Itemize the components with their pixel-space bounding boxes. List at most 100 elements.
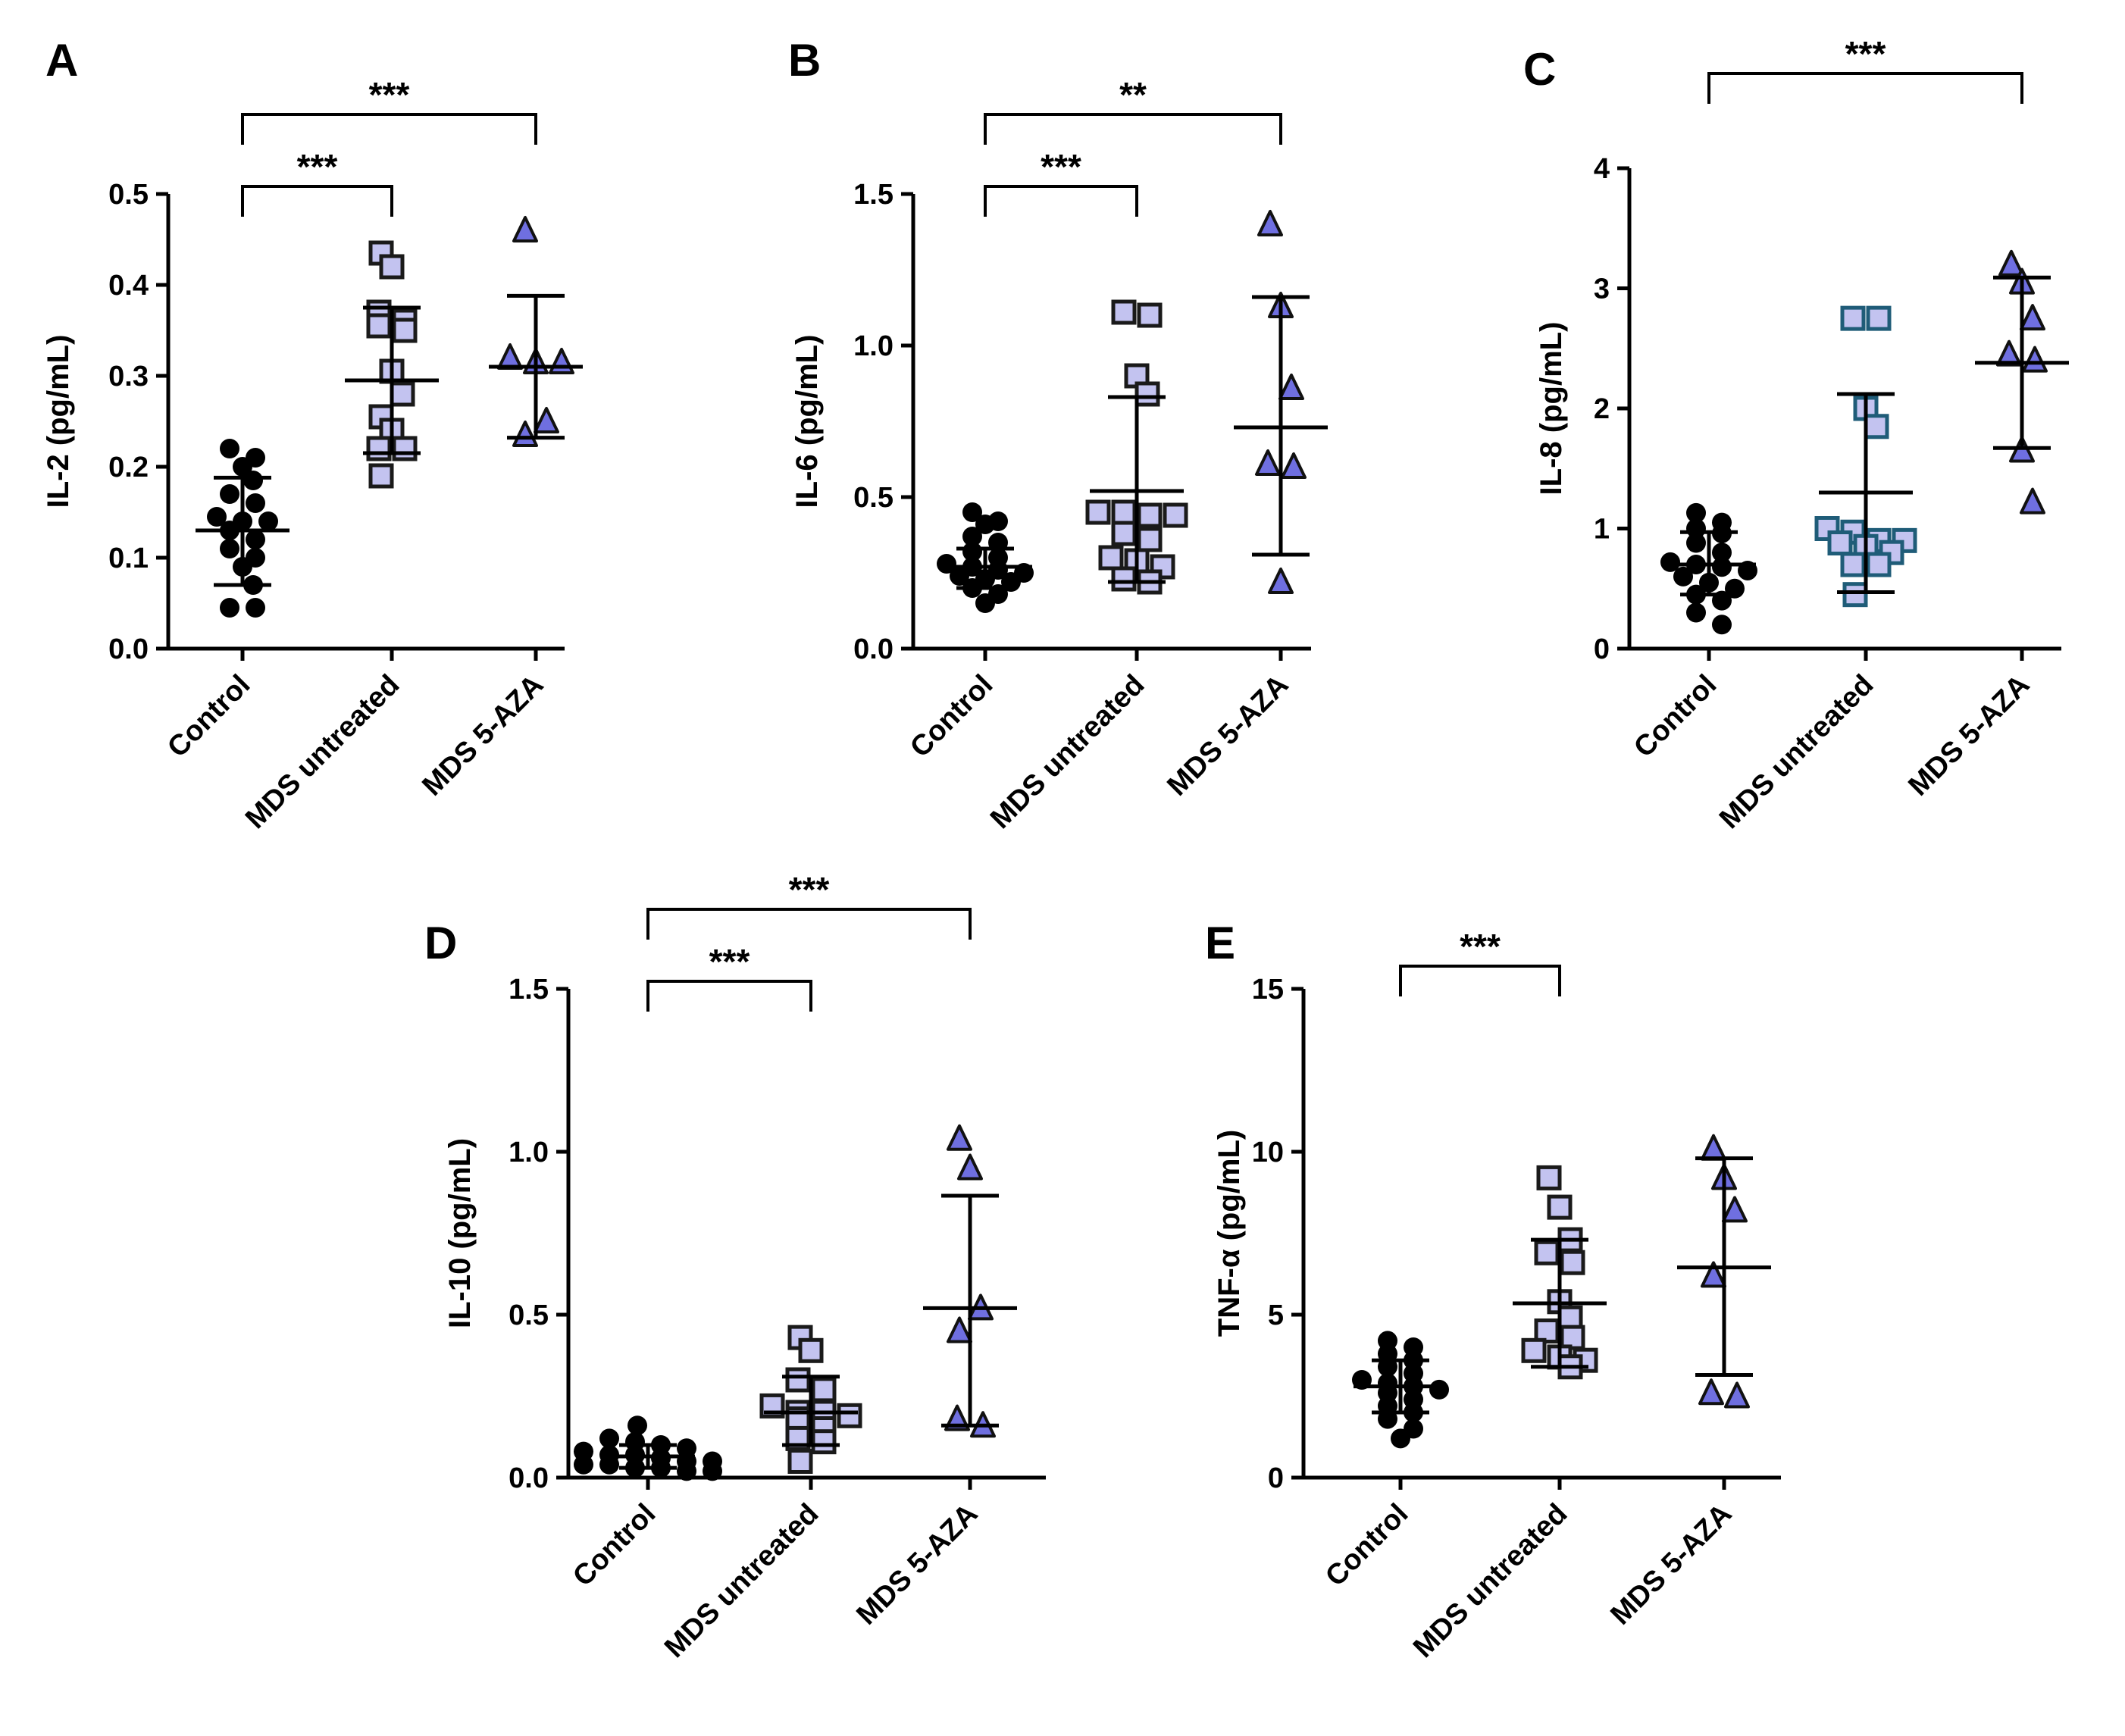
significance-bracket: ***: [1399, 927, 1561, 996]
series-mds-5-aza: [1234, 210, 1328, 594]
data-point: [1722, 1196, 1748, 1223]
data-point: [798, 1337, 824, 1363]
data-point: [1536, 1165, 1562, 1190]
data-point: [1827, 530, 1853, 556]
data-point: [233, 457, 252, 477]
x-tick-label: Control: [1319, 1498, 1414, 1593]
data-point: [1712, 543, 1732, 563]
data-point: [1137, 302, 1163, 328]
data-point: [207, 507, 227, 527]
data-point: [811, 1377, 837, 1403]
series-control: [1660, 502, 1757, 635]
data-point: [837, 1403, 862, 1428]
data-point: [677, 1461, 696, 1481]
data-point: [2022, 346, 2048, 373]
significance-label: ***: [1460, 927, 1501, 966]
data-point: [497, 343, 523, 370]
error-bar: [1819, 392, 1913, 595]
data-point: [1673, 566, 1693, 586]
series-control: [574, 1415, 722, 1481]
series-mds-untreated: [1513, 1165, 1607, 1380]
data-point: [1255, 449, 1281, 476]
y-tick-label: 5: [1268, 1300, 1284, 1331]
data-point: [246, 598, 265, 618]
data-point: [627, 1415, 647, 1436]
y-axis-label: IL-10 (pg/mL): [443, 1138, 477, 1328]
panel-letter: C: [1523, 44, 1556, 95]
data-point: [1686, 502, 1706, 523]
x-tick-label: MDS untreated: [1713, 669, 1879, 835]
data-point: [1163, 502, 1188, 528]
y-tick-label: 1.5: [853, 179, 894, 211]
data-point: [258, 511, 278, 531]
y-tick-label: 0.1: [108, 543, 149, 574]
data-point: [1701, 1261, 1726, 1288]
data-point: [366, 313, 392, 339]
series-mds-5-aza: [1677, 1134, 1771, 1409]
data-point: [1724, 1381, 1750, 1409]
y-tick-label: 10: [1252, 1137, 1284, 1168]
y-tick-label: 0.2: [108, 452, 149, 483]
error-bar: [1975, 275, 2069, 450]
data-point: [392, 317, 418, 343]
data-point: [1866, 552, 1892, 577]
data-point: [1840, 305, 1866, 331]
y-tick-label: 1.5: [509, 974, 549, 1006]
series-mds-untreated: [1085, 299, 1188, 595]
data-point: [1701, 1134, 1726, 1161]
data-point: [1111, 566, 1137, 592]
y-tick-label: 0.0: [108, 633, 149, 665]
series-control: [1352, 1331, 1449, 1449]
y-tick-label: 1.0: [509, 1137, 549, 1168]
x-tick-label: Control: [567, 1498, 662, 1593]
significance-label: ***: [1041, 147, 1081, 186]
data-point: [1686, 602, 1706, 623]
data-point: [1686, 533, 1706, 553]
significance-label: **: [1119, 75, 1147, 114]
data-point: [379, 254, 405, 280]
x-tick-label: Control: [161, 669, 256, 764]
data-point: [950, 566, 969, 586]
data-point: [392, 436, 418, 461]
data-point: [1137, 502, 1163, 528]
y-tick-label: 1: [1594, 514, 1610, 546]
data-point: [2020, 487, 2045, 515]
data-point: [549, 348, 574, 374]
data-point: [390, 381, 415, 407]
y-tick-label: 15: [1252, 974, 1284, 1006]
series-mds-5-aza: [923, 1124, 1017, 1438]
y-axis-label: TNF-α (pg/mL): [1213, 1130, 1246, 1337]
significance-label: ***: [709, 942, 750, 981]
data-point: [534, 407, 559, 433]
significance-bracket: ***: [646, 870, 972, 940]
data-point: [1998, 249, 2024, 277]
data-point: [512, 421, 538, 447]
significance-label: ***: [1845, 34, 1886, 74]
data-point: [1534, 1318, 1560, 1343]
y-tick-label: 1.0: [853, 330, 894, 362]
significance-bracket: ***: [241, 75, 537, 145]
data-point: [1712, 615, 1732, 635]
x-tick-label: MDS 5-AZA: [1902, 669, 2036, 802]
data-point: [785, 1367, 811, 1393]
x-tick-label: MDS 5-AZA: [1161, 669, 1294, 802]
series-control: [937, 502, 1034, 613]
data-point: [1098, 545, 1124, 571]
data-point: [246, 493, 265, 513]
data-point: [2020, 304, 2045, 331]
data-point: [599, 1454, 619, 1475]
data-point: [1864, 414, 1889, 439]
data-point: [947, 1316, 972, 1343]
y-tick-label: 0.0: [509, 1462, 549, 1494]
data-point: [1712, 557, 1732, 577]
panel-letter: E: [1205, 918, 1235, 968]
x-tick-label: Control: [904, 669, 999, 764]
data-point: [975, 593, 995, 613]
series-mds-untreated: [345, 240, 439, 489]
data-point: [220, 598, 239, 618]
panel-letter: D: [424, 918, 457, 968]
